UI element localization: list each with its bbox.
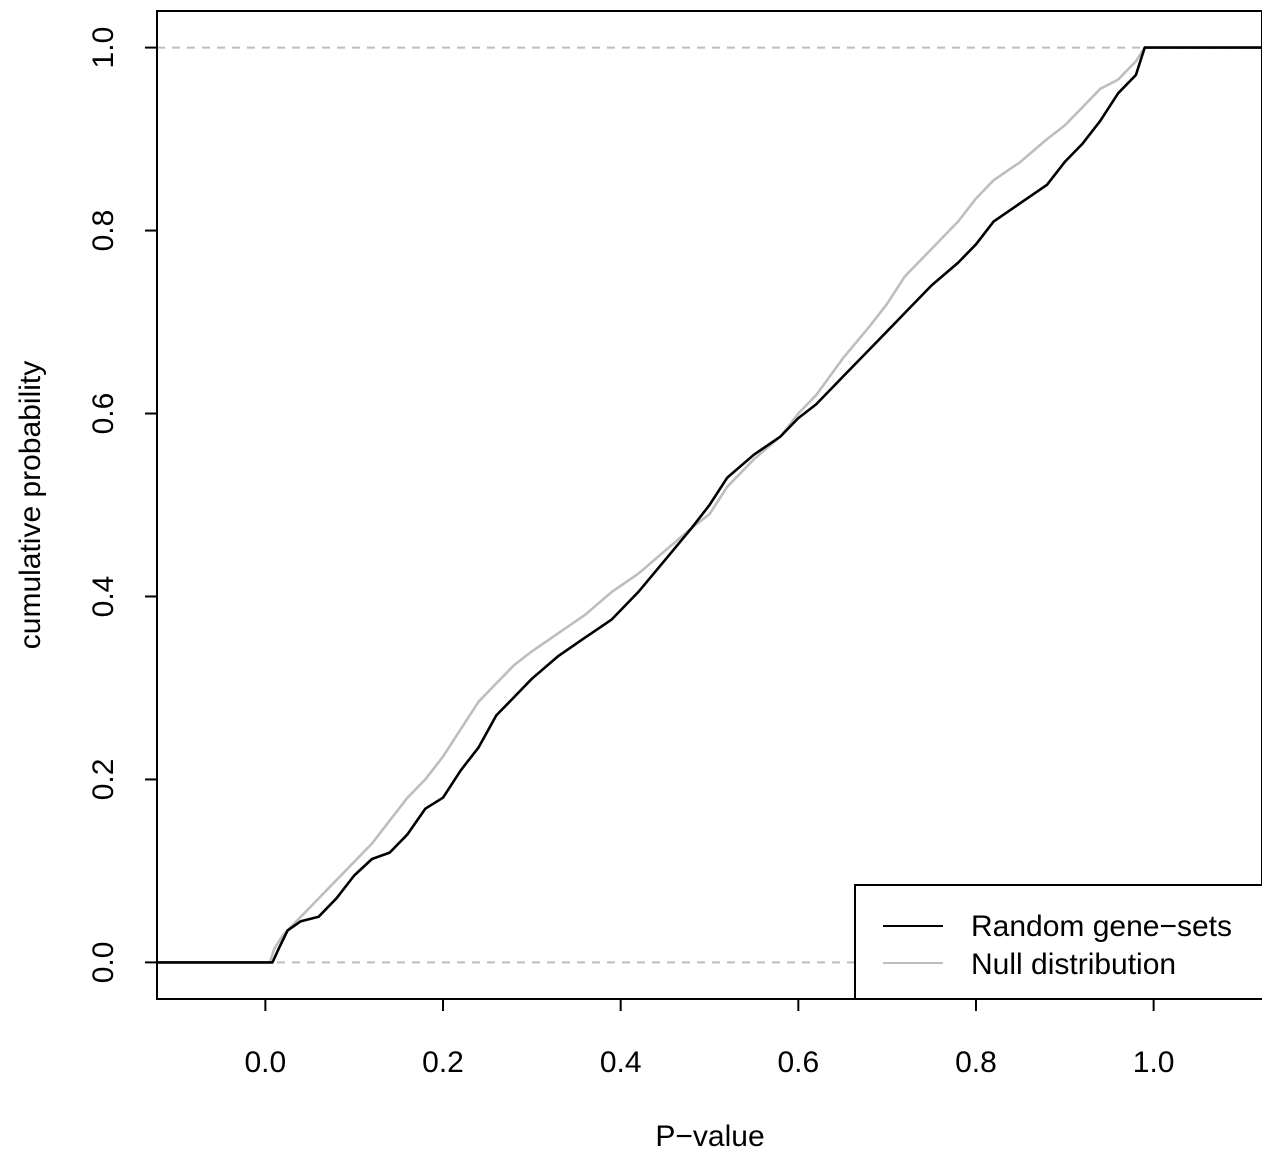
x-tick-label-2: 0.4 — [600, 1046, 642, 1079]
x-tick-label-1: 0.2 — [422, 1046, 464, 1079]
y-tick-label-5: 1.0 — [87, 27, 120, 69]
x-tick-label-0: 0.0 — [245, 1046, 287, 1079]
x-tick-label-5: 1.0 — [1133, 1046, 1175, 1079]
legend-box — [854, 884, 1262, 1000]
x-axis: 0.0 0.2 0.4 0.6 0.8 1.0 — [245, 998, 1175, 1079]
legend-label-null: Null distribution — [971, 948, 1176, 981]
x-tick-label-4: 0.8 — [955, 1046, 997, 1079]
y-tick-label-1: 0.2 — [87, 759, 120, 801]
series-line-random-gene-sets — [157, 46, 1262, 964]
y-tick-label-0: 0.0 — [87, 942, 120, 984]
y-tick-label-4: 0.8 — [87, 210, 120, 252]
y-tick-label-3: 0.6 — [87, 393, 120, 435]
legend-label-random: Random gene−sets — [971, 910, 1232, 943]
series-layer — [157, 46, 1262, 964]
x-tick-label-3: 0.6 — [777, 1046, 819, 1079]
y-axis-label: cumulative probability — [14, 361, 47, 649]
y-axis: 0.0 0.2 0.4 0.6 0.8 1.0 — [87, 27, 157, 984]
legend: Random gene−sets Null distribution — [854, 884, 1262, 1000]
x-axis-label: P−value — [655, 1120, 764, 1152]
y-tick-label-2: 0.4 — [87, 576, 120, 618]
